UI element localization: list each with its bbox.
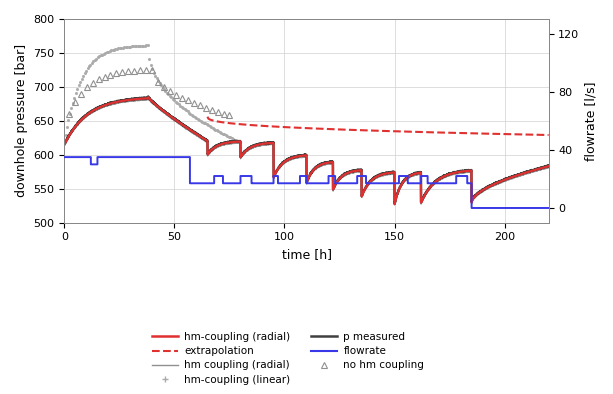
Y-axis label: downhole pressure [bar]: downhole pressure [bar] <box>15 44 28 197</box>
X-axis label: time [h]: time [h] <box>281 248 332 261</box>
Y-axis label: flowrate [l/s]: flowrate [l/s] <box>585 81 598 160</box>
Legend: hm-coupling (radial), extrapolation, hm coupling (radial), hm-coupling (linear),: hm-coupling (radial), extrapolation, hm … <box>148 328 428 389</box>
